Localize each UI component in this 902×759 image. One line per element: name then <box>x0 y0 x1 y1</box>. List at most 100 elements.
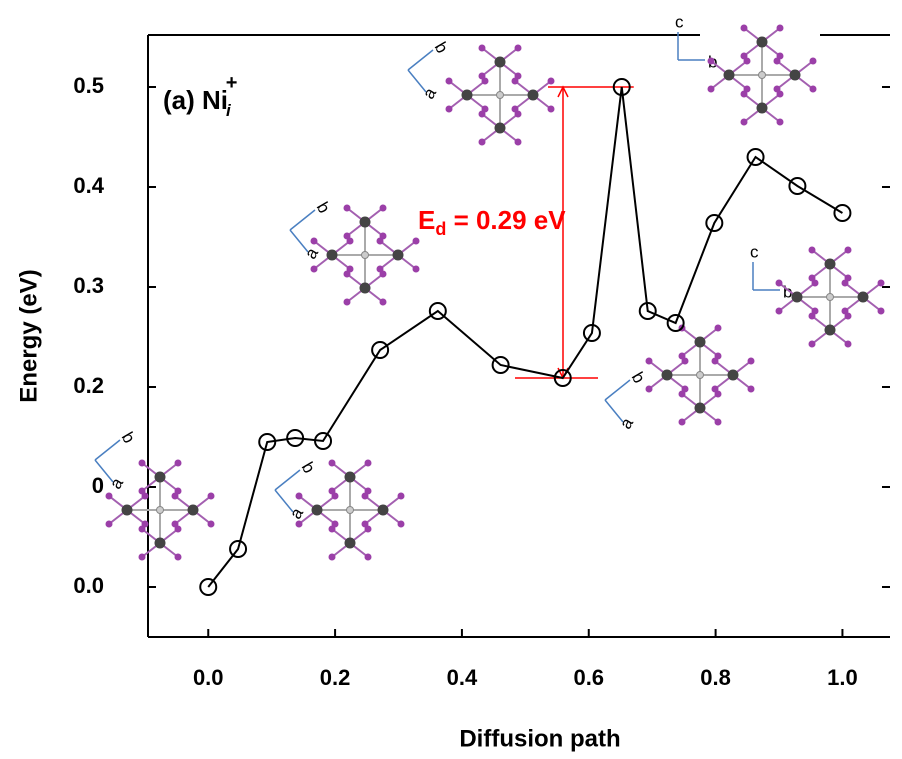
orientation-label: b <box>783 282 792 301</box>
iodine-atom <box>138 553 146 561</box>
data-point <box>746 148 765 166</box>
ni-atom <box>696 371 704 379</box>
orientation-arrow <box>94 439 121 461</box>
iodine-atom <box>174 553 182 561</box>
orientation-label: a <box>106 474 127 492</box>
y-axis-label: Energy (eV) <box>15 269 42 402</box>
ni-atom <box>156 506 164 514</box>
iodine-atom <box>141 492 149 500</box>
iodine-atom <box>773 57 781 65</box>
orientation-label: a <box>616 414 637 432</box>
metal-atom <box>824 258 836 270</box>
data-point <box>314 432 333 450</box>
title-main: (a) Ni <box>163 85 228 115</box>
iodine-atom <box>105 520 113 528</box>
data-point <box>428 302 447 320</box>
iodine-atom <box>776 118 784 126</box>
iodine-atom <box>844 246 852 254</box>
iodine-atom <box>481 105 489 113</box>
ni-atom <box>346 506 354 514</box>
metal-atom <box>756 102 768 114</box>
iodine-atom <box>743 57 751 65</box>
y-tick-label: 0.2 <box>73 373 104 398</box>
iodine-atom <box>445 105 453 113</box>
metal-atom <box>154 537 166 549</box>
iodine-atom <box>174 525 182 533</box>
metal-atom <box>187 504 199 516</box>
iodine-atom <box>514 138 522 146</box>
data-point <box>286 429 305 447</box>
iodine-atom <box>707 57 715 65</box>
iodine-atom <box>645 385 653 393</box>
arrow-head <box>557 85 569 98</box>
ni-atom <box>758 71 766 79</box>
iodine-atom <box>346 265 354 273</box>
iodine-atom <box>811 279 819 287</box>
data-point <box>229 540 248 558</box>
y-tick-label: 0.0 <box>73 573 104 598</box>
metal-atom <box>344 471 356 483</box>
iodine-atom <box>138 459 146 467</box>
metal-atom <box>694 336 706 348</box>
ni-atom <box>361 251 369 259</box>
x-tick-label: 0.0 <box>193 665 224 690</box>
orientation-label: b <box>298 459 319 477</box>
orientation-arrow <box>604 399 624 423</box>
iodine-atom <box>841 279 849 287</box>
data-point <box>788 177 807 195</box>
structure-inset: cb <box>750 242 885 348</box>
metal-atom <box>311 504 323 516</box>
iodine-atom <box>711 357 719 365</box>
iodine-atom <box>547 105 555 113</box>
iodine-atom <box>478 138 486 146</box>
iodine-atom <box>397 520 405 528</box>
x-tick-label: 0.8 <box>700 665 731 690</box>
orientation-label: b <box>431 39 452 57</box>
iodine-atom <box>174 459 182 467</box>
iodine-atom <box>412 237 420 245</box>
iodine-atom <box>714 390 722 398</box>
orientation-arrow <box>407 49 434 71</box>
iodine-atom <box>105 492 113 500</box>
barrier-label-sub: d <box>435 219 446 239</box>
iodine-atom <box>481 77 489 85</box>
metal-atom <box>377 504 389 516</box>
iodine-atom <box>514 44 522 52</box>
ni-atom <box>826 293 834 301</box>
title-sup: + <box>226 72 238 94</box>
metal-atom <box>723 69 735 81</box>
metal-atom <box>857 291 869 303</box>
structure-inset: ba <box>604 324 755 432</box>
iodine-atom <box>364 459 372 467</box>
iodine-atom <box>343 298 351 306</box>
y-tick-label: 0.5 <box>73 73 104 98</box>
data-point <box>612 78 631 96</box>
data-point <box>371 341 390 359</box>
structure-inset: ba <box>94 429 215 561</box>
y-tick-label: 0 <box>92 473 104 498</box>
iodine-atom <box>445 77 453 85</box>
x-tick-label: 0.4 <box>447 665 478 690</box>
orientation-arrow <box>94 459 114 483</box>
orientation-arrow <box>274 469 301 491</box>
iodine-atom <box>331 492 339 500</box>
iodine-atom <box>714 324 722 332</box>
iodine-atom <box>379 270 387 278</box>
y-tick-label: 0.3 <box>73 273 104 298</box>
iodine-atom <box>811 307 819 315</box>
orientation-label: a <box>419 84 440 102</box>
iodine-atom <box>310 237 318 245</box>
orientation-label: b <box>313 199 334 217</box>
y-tick-label: 0.4 <box>73 173 104 198</box>
metal-atom <box>121 504 133 516</box>
barrier-label-rest: = 0.29 eV <box>446 205 566 235</box>
iodine-atom <box>808 246 816 254</box>
metal-atom <box>461 89 473 101</box>
iodine-atom <box>877 279 885 287</box>
metal-atom <box>494 122 506 134</box>
iodine-atom <box>295 520 303 528</box>
iodine-atom <box>376 237 384 245</box>
iodine-atom <box>171 492 179 500</box>
x-axis-label: Diffusion path <box>459 725 620 752</box>
